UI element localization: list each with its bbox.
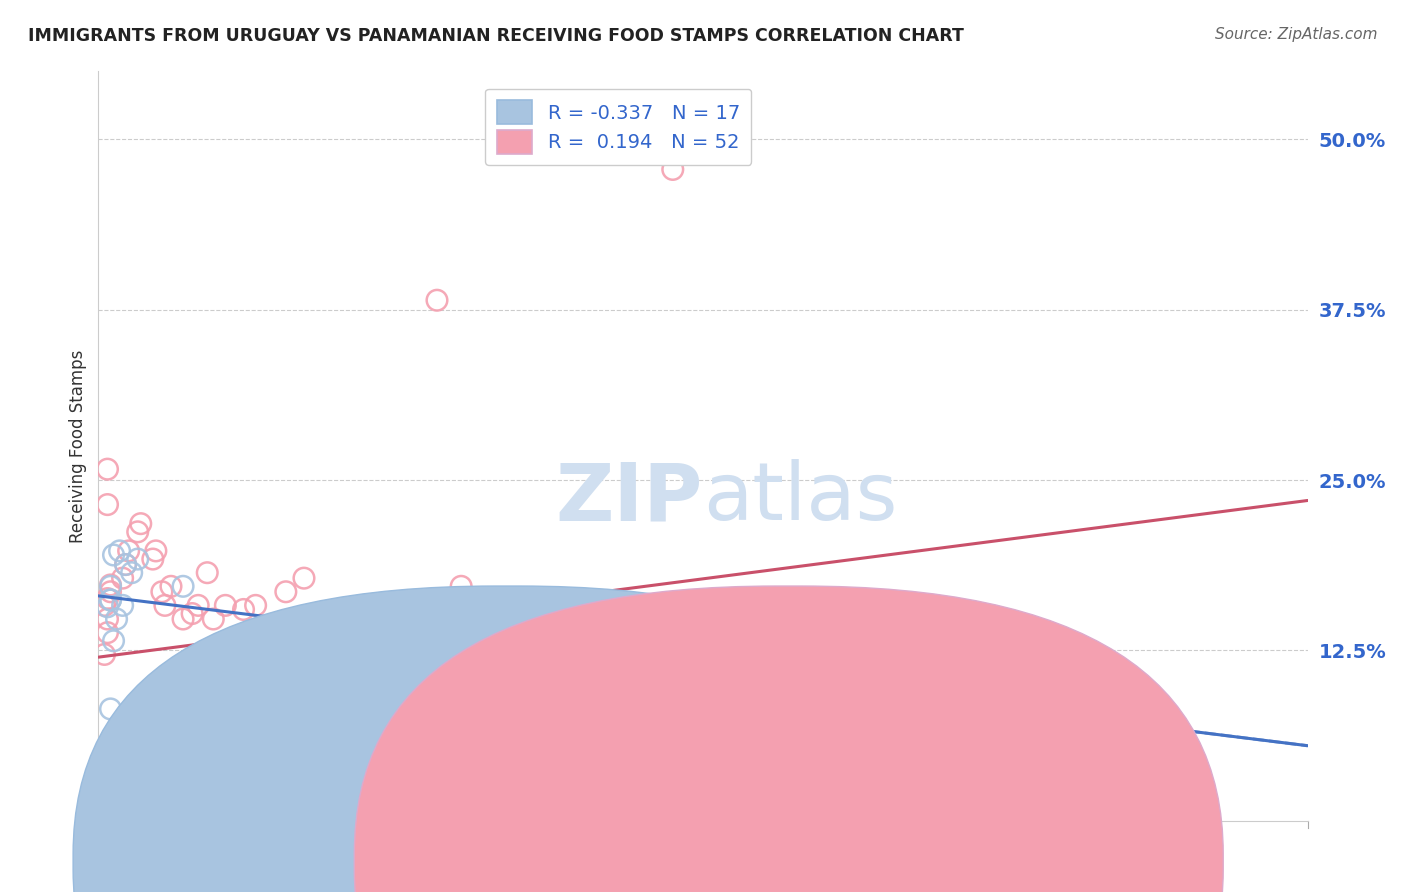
Text: atlas: atlas [703, 459, 897, 538]
Point [360, 602, 382, 616]
Point [1085, 811, 1108, 825]
Point [96, 462, 118, 476]
Point [142, 552, 165, 566]
Point [100, 578, 122, 592]
Point [616, 756, 638, 771]
Text: Immigrants from Uruguay: Immigrants from Uruguay [534, 852, 749, 870]
Point [93, 648, 115, 662]
Point [965, 811, 987, 825]
Point [121, 566, 143, 580]
Point [292, 571, 315, 585]
Point [93, 599, 115, 613]
Point [114, 558, 136, 572]
Point [96, 599, 118, 614]
Point [105, 612, 128, 626]
Point [172, 612, 194, 626]
Point [661, 162, 683, 177]
Point [187, 599, 209, 613]
Point [1054, 811, 1077, 825]
Point [100, 702, 122, 716]
Point [181, 607, 204, 621]
Point [214, 599, 236, 613]
Point [245, 599, 267, 613]
Point [96, 612, 118, 626]
Point [96, 803, 118, 817]
Text: Source: ZipAtlas.com: Source: ZipAtlas.com [1215, 27, 1378, 42]
Point [100, 579, 122, 593]
Point [1054, 811, 1077, 825]
Point [100, 743, 122, 757]
Point [1144, 734, 1167, 748]
Point [1144, 811, 1167, 825]
Text: IMMIGRANTS FROM URUGUAY VS PANAMANIAN RECEIVING FOOD STAMPS CORRELATION CHART: IMMIGRANTS FROM URUGUAY VS PANAMANIAN RE… [28, 27, 965, 45]
Y-axis label: Receiving Food Stamps: Receiving Food Stamps [69, 350, 87, 542]
Point [274, 584, 297, 599]
Point [96, 498, 118, 512]
Point [389, 620, 412, 634]
Point [195, 566, 218, 580]
Point [305, 625, 328, 640]
Point [129, 516, 152, 531]
Point [413, 756, 436, 771]
Text: Panamanians: Panamanians [815, 852, 927, 870]
Point [127, 524, 149, 539]
Text: ZIP: ZIP [555, 459, 703, 538]
Point [127, 552, 149, 566]
Point [118, 544, 141, 558]
Point [103, 633, 125, 648]
Legend: R = -0.337   N = 17, R =  0.194   N = 52: R = -0.337 N = 17, R = 0.194 N = 52 [485, 88, 751, 165]
Point [450, 579, 472, 593]
Point [172, 579, 194, 593]
Point [395, 748, 418, 763]
Point [335, 620, 357, 634]
Point [1144, 811, 1167, 825]
Point [96, 591, 118, 606]
Point [100, 593, 122, 607]
Point [616, 762, 638, 776]
Point [486, 620, 509, 634]
Point [111, 599, 134, 613]
Point [202, 612, 225, 626]
Point [111, 571, 134, 585]
Point [150, 584, 173, 599]
Point [602, 748, 624, 763]
Point [571, 748, 593, 763]
Point [96, 625, 118, 640]
Point [114, 558, 136, 572]
Point [108, 544, 131, 558]
Point [160, 579, 183, 593]
Point [232, 602, 254, 616]
Point [114, 721, 136, 735]
Point [100, 584, 122, 599]
Point [426, 293, 449, 308]
Point [1085, 811, 1108, 825]
Point [100, 593, 122, 607]
Point [994, 811, 1017, 825]
Point [145, 544, 167, 558]
Point [103, 548, 125, 562]
Point [153, 599, 176, 613]
